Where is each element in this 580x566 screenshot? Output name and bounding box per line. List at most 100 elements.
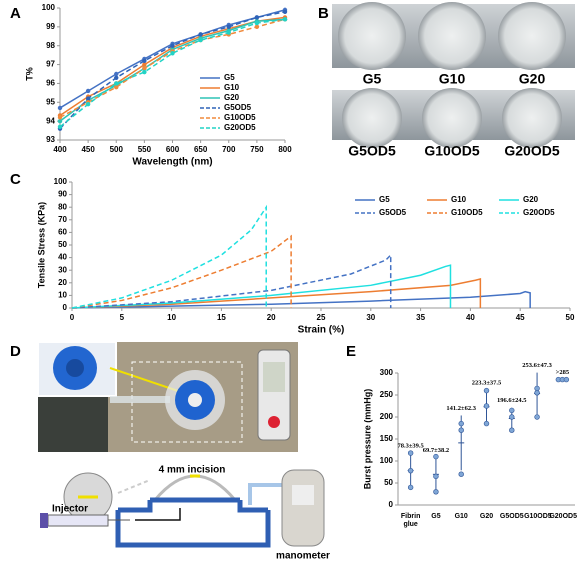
series-line — [59, 18, 286, 128]
point — [226, 30, 231, 35]
y-tick-label: 300 — [380, 368, 394, 377]
legend-label: G20 — [224, 93, 240, 102]
point — [114, 75, 119, 80]
legend-label: G5 — [224, 73, 235, 82]
x-axis-label: Strain (%) — [298, 325, 345, 336]
photo-label: G20 — [519, 71, 546, 87]
point — [57, 105, 63, 111]
point — [170, 43, 175, 48]
panel-label: E — [346, 343, 356, 360]
point — [170, 51, 175, 56]
value-label: 196.6±24.5 — [497, 397, 527, 404]
x-tick-label: 15 — [217, 313, 226, 322]
legend-label: G5OD5 — [379, 208, 407, 217]
diagram-label: Injector — [52, 504, 88, 515]
x-axis-label: Wavelength (nm) — [132, 157, 212, 168]
y-axis-label: Tensile Stress (KPa) — [36, 202, 46, 288]
x-tick-label: 550 — [138, 145, 152, 154]
point — [534, 414, 540, 420]
x-tick-label: G10OD5 — [524, 513, 552, 520]
y-tick-label: 20 — [58, 278, 67, 287]
y-tick-label: 100 — [54, 177, 68, 186]
point — [509, 414, 515, 420]
panel-label: D — [10, 343, 21, 360]
point — [509, 407, 515, 414]
y-axis-label: T% — [24, 67, 34, 81]
point — [114, 85, 119, 90]
y-axis-label: Burst pressure (mmHg) — [362, 389, 372, 490]
y-tick-label: 30 — [58, 265, 67, 274]
legend-label: G10OD5 — [451, 208, 483, 217]
point — [509, 427, 515, 433]
y-tick-label: 150 — [380, 434, 394, 443]
point — [534, 390, 540, 396]
point — [563, 376, 570, 383]
series-line — [59, 11, 286, 130]
point — [433, 489, 439, 495]
device-photo — [37, 341, 298, 452]
x-tick-label: G20OD5 — [549, 513, 577, 520]
diagram-label: manometer — [276, 551, 330, 562]
x-tick-label: 10 — [167, 313, 176, 322]
photo-label: G5OD5 — [348, 143, 396, 159]
point — [57, 115, 63, 120]
value-label: 78.3±39.5 — [397, 443, 424, 450]
point — [142, 62, 147, 67]
x-tick-label: G5OD5 — [499, 513, 524, 520]
y-tick-label: 0 — [389, 500, 394, 509]
x-tick-label: 35 — [416, 313, 425, 322]
point — [57, 124, 63, 129]
point — [282, 17, 288, 22]
setup-diagram — [40, 469, 325, 548]
point — [483, 420, 490, 427]
legend-label: G20OD5 — [224, 123, 256, 132]
x-tick-label: 30 — [366, 313, 375, 322]
point — [254, 24, 260, 30]
value-label: 223.3±37.5 — [472, 380, 502, 387]
well-photo — [332, 2, 575, 148]
y-tick-label: 200 — [380, 412, 394, 421]
y-tick-label: 80 — [58, 202, 67, 211]
point — [254, 15, 260, 20]
x-tick-label: 0 — [70, 313, 75, 322]
point — [85, 96, 91, 101]
x-tick-label: 800 — [278, 145, 292, 154]
legend-label: G20 — [523, 195, 539, 204]
x-tick-label: 750 — [250, 145, 264, 154]
x-tick-label: 5 — [120, 313, 125, 322]
y-tick-label: 94 — [46, 116, 55, 125]
legend-label: G10 — [451, 195, 467, 204]
series-line — [71, 253, 392, 309]
point — [114, 71, 119, 77]
x-tick-label: 25 — [317, 313, 326, 322]
point — [282, 9, 288, 14]
point — [433, 473, 439, 480]
y-tick-label: 97 — [46, 60, 55, 69]
legend-label: G5 — [379, 195, 390, 204]
y-tick-label: 250 — [380, 390, 394, 399]
point — [85, 101, 91, 107]
diagram-label: 4 mm incision — [159, 465, 226, 476]
point — [483, 403, 490, 409]
series-line — [71, 278, 482, 309]
series-line — [71, 290, 531, 309]
value-label: >285 — [556, 369, 570, 376]
point — [433, 453, 439, 460]
x-tick-label: G5 — [431, 513, 441, 520]
x-tick-label: 650 — [194, 145, 208, 154]
x-tick-label: 600 — [166, 145, 180, 154]
panel-label: A — [10, 5, 21, 22]
y-tick-label: 90 — [58, 190, 67, 199]
series-line — [59, 18, 286, 119]
series-line — [71, 234, 292, 309]
photo-label: G20OD5 — [504, 143, 559, 159]
point — [407, 450, 414, 456]
series-line — [59, 18, 286, 122]
point — [407, 484, 414, 491]
y-tick-label: 95 — [46, 97, 55, 106]
point — [254, 20, 260, 26]
x-tick-label: Fibrin glue — [400, 513, 421, 528]
x-tick-label: 50 — [566, 313, 575, 322]
y-tick-label: 100 — [380, 456, 394, 465]
